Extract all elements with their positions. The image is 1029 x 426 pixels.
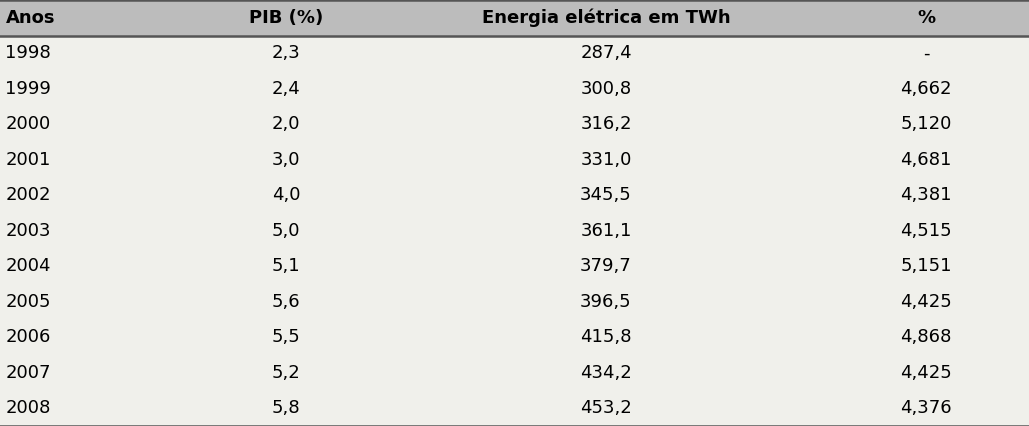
Text: 2006: 2006 xyxy=(5,328,50,346)
Text: 4,425: 4,425 xyxy=(900,293,952,311)
Text: 5,1: 5,1 xyxy=(272,257,300,275)
Text: Anos: Anos xyxy=(5,9,55,27)
Text: 2005: 2005 xyxy=(5,293,51,311)
Text: 4,381: 4,381 xyxy=(900,186,952,204)
Text: -: - xyxy=(923,44,929,62)
Text: 4,868: 4,868 xyxy=(900,328,952,346)
Text: 5,5: 5,5 xyxy=(272,328,300,346)
Text: 5,2: 5,2 xyxy=(272,364,300,382)
Text: 2001: 2001 xyxy=(5,151,50,169)
Text: 415,8: 415,8 xyxy=(580,328,632,346)
Text: Energia elétrica em TWh: Energia elétrica em TWh xyxy=(482,9,731,27)
Text: 434,2: 434,2 xyxy=(580,364,632,382)
Text: 300,8: 300,8 xyxy=(580,80,632,98)
Text: 361,1: 361,1 xyxy=(580,222,632,240)
Text: 316,2: 316,2 xyxy=(580,115,632,133)
Bar xyxy=(0,0,1029,35)
Text: 2000: 2000 xyxy=(5,115,50,133)
Text: 4,515: 4,515 xyxy=(900,222,952,240)
Text: 5,8: 5,8 xyxy=(272,399,300,417)
Text: 4,662: 4,662 xyxy=(900,80,952,98)
Text: 5,6: 5,6 xyxy=(272,293,300,311)
Text: 5,120: 5,120 xyxy=(900,115,952,133)
Text: 2,4: 2,4 xyxy=(272,80,300,98)
Text: 453,2: 453,2 xyxy=(580,399,632,417)
Text: 2,3: 2,3 xyxy=(272,44,300,62)
Text: 2004: 2004 xyxy=(5,257,51,275)
Text: 4,0: 4,0 xyxy=(272,186,300,204)
Text: 2,0: 2,0 xyxy=(272,115,300,133)
Text: 345,5: 345,5 xyxy=(580,186,632,204)
Text: 331,0: 331,0 xyxy=(580,151,632,169)
Text: 2008: 2008 xyxy=(5,399,50,417)
Text: 1998: 1998 xyxy=(5,44,51,62)
Text: 4,681: 4,681 xyxy=(900,151,952,169)
Text: 2002: 2002 xyxy=(5,186,51,204)
Text: 5,0: 5,0 xyxy=(272,222,300,240)
Text: 4,376: 4,376 xyxy=(900,399,952,417)
Text: 4,425: 4,425 xyxy=(900,364,952,382)
Text: PIB (%): PIB (%) xyxy=(249,9,323,27)
Text: 5,151: 5,151 xyxy=(900,257,952,275)
Text: 2003: 2003 xyxy=(5,222,51,240)
Text: 396,5: 396,5 xyxy=(580,293,632,311)
Text: 1999: 1999 xyxy=(5,80,51,98)
Text: 287,4: 287,4 xyxy=(580,44,632,62)
Text: 3,0: 3,0 xyxy=(272,151,300,169)
Text: 2007: 2007 xyxy=(5,364,51,382)
Text: 379,7: 379,7 xyxy=(580,257,632,275)
Text: %: % xyxy=(917,9,935,27)
